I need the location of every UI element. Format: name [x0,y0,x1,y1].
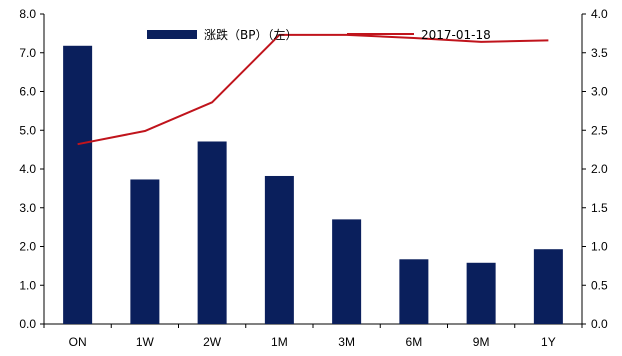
x-tick-label: 1Y [541,335,556,349]
y-left-tick-label: 1.0 [19,278,36,292]
bar-3m [332,219,362,324]
x-tick-label: 2W [203,335,222,349]
bar-1m [264,175,294,324]
bar-1y [533,249,563,324]
y-right-tick-label: 3.0 [591,85,608,99]
x-tick-label: 6M [406,335,423,349]
y-left-tick-label: 0.0 [19,317,36,331]
y-right-tick-label: 2.5 [591,123,608,137]
legend: 涨跌（BP）（左） 2017-01-18 [147,27,491,42]
legend-line-label: 2017-01-18 [421,28,491,42]
y-left-tick-label: 7.0 [19,46,36,60]
bar-9m [466,262,496,324]
line-series-2017-01-18 [77,33,549,146]
y-right-tick-label: 3.5 [591,46,608,60]
y-left-tick-label: 5.0 [19,123,36,137]
bars-group [63,45,563,325]
y-left-tick-label: 3.0 [19,201,36,215]
line-group [77,33,549,146]
y-left-tick-label: 8.0 [19,7,36,21]
bar-1w [130,179,160,324]
bar-on [63,45,93,325]
y-right-tick-label: 0.5 [591,278,608,292]
axes-group: 0.0 1.0 2.0 3.0 4.0 5.0 6.0 7.0 8.0 0.0 0.5 1.0 1.5 2… [19,7,608,349]
y-right-tick-label: 1.0 [591,240,608,254]
x-tick-label: 1W [136,335,155,349]
y-right-tick-label: 2.0 [591,162,608,176]
x-tick-label: ON [69,335,87,349]
legend-bar-swatch [147,30,197,39]
legend-bar-label: 涨跌（BP）（左） [204,27,297,42]
bar-2w [197,141,227,324]
bar-6m [399,259,429,324]
x-tick-label: 1M [271,335,288,349]
y-left-tick-label: 2.0 [19,240,36,254]
y-left-tick-label: 6.0 [19,85,36,99]
y-left-tick-label: 4.0 [19,162,36,176]
y-right-tick-label: 4.0 [591,7,608,21]
x-tick-label: 3M [338,335,355,349]
y-right-tick-label: 0.0 [591,317,608,331]
x-tick-label: 9M [473,335,490,349]
y-right-tick-label: 1.5 [591,201,608,215]
